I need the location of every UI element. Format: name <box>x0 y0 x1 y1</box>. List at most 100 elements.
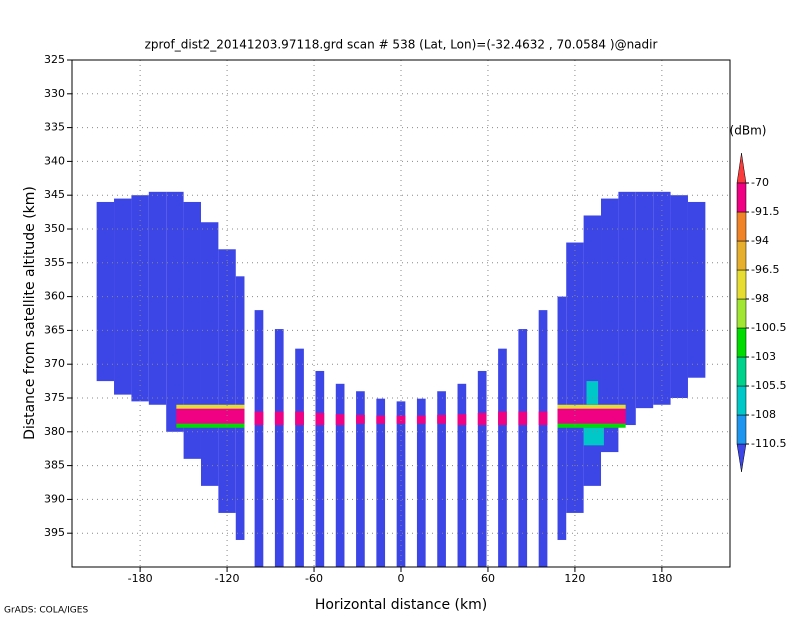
heat-cell <box>557 408 626 424</box>
x-tick-label: 0 <box>398 572 405 585</box>
colorbar-segment <box>736 269 747 300</box>
x-tick-label: 60 <box>481 572 495 585</box>
y-tick-label: 370 <box>44 357 65 370</box>
colorbar-label: -70 <box>751 176 769 189</box>
heat-cell <box>557 423 626 428</box>
footnote: GrADS: COLA/IGES <box>4 606 88 616</box>
y-tick-label: 380 <box>44 425 65 438</box>
plot-area <box>96 191 706 567</box>
heat-cell <box>653 191 671 405</box>
heat-cell <box>583 215 602 486</box>
plot-frame <box>71 59 731 568</box>
heat-cell <box>376 415 386 424</box>
y-tick-label: 385 <box>44 459 65 472</box>
colorbar-segment <box>736 385 747 416</box>
heat-cell <box>618 191 636 426</box>
heat-cell <box>274 329 284 567</box>
colorbar-segment <box>736 182 747 213</box>
y-axis-label: Distance from satellite altitude (km) <box>22 186 38 440</box>
colorbar-label: -108 <box>751 408 776 421</box>
colorbar-label: -94 <box>751 234 769 247</box>
chart-title: zprof_dist2_20141203.97118.grd scan # 53… <box>145 38 658 52</box>
heat-cell <box>396 401 406 567</box>
heat-cell <box>457 383 467 567</box>
heat-cell <box>96 201 115 382</box>
heat-cell <box>635 191 654 409</box>
heat-cell <box>416 415 426 424</box>
heat-cell <box>166 191 184 432</box>
heat-cell <box>601 198 619 453</box>
heat-cell <box>670 195 688 398</box>
heat-cell <box>218 249 236 513</box>
heat-cell <box>396 415 406 424</box>
x-tick-label: 120 <box>564 572 585 585</box>
heat-cell <box>274 411 284 426</box>
heat-cell <box>131 195 149 402</box>
y-tick-label: 325 <box>44 53 65 66</box>
heat-cell <box>518 411 528 426</box>
colorbar-segment <box>736 327 747 358</box>
colorbar-cap <box>736 443 747 473</box>
heat-cell <box>518 329 528 567</box>
heat-cell <box>437 391 446 567</box>
y-tick-label: 350 <box>44 222 65 235</box>
heat-cell <box>176 423 245 428</box>
heat-cell <box>356 414 365 424</box>
heat-cell <box>416 398 426 567</box>
colorbar-label: -96.5 <box>751 263 779 276</box>
colorbar-segment <box>736 211 747 242</box>
y-tick-label: 330 <box>44 87 65 100</box>
colorbar-label: -100.5 <box>751 321 786 334</box>
colorbar-label: (dBm) <box>730 124 767 138</box>
heat-cell <box>176 404 245 409</box>
heat-cell <box>437 414 446 424</box>
y-tick-label: 390 <box>44 492 65 505</box>
y-tick-label: 395 <box>44 526 65 539</box>
heat-cell <box>295 411 304 426</box>
heat-cell <box>335 383 345 567</box>
heat-cell <box>538 310 548 567</box>
colorbar-label: -103 <box>751 350 776 363</box>
heat-cell <box>498 411 507 426</box>
y-tick-label: 365 <box>44 323 65 336</box>
heat-cell <box>498 348 507 567</box>
heat-cell <box>176 408 245 424</box>
colorbar-segment <box>736 356 747 387</box>
heat-cell <box>583 427 604 446</box>
y-tick-label: 375 <box>44 391 65 404</box>
colorbar-cap <box>736 152 747 184</box>
y-tick-label: 335 <box>44 121 65 134</box>
heat-cell <box>295 348 304 567</box>
heat-cell <box>315 412 325 426</box>
heat-cell <box>566 242 584 513</box>
heat-cell <box>254 310 264 567</box>
colorbar-label: -98 <box>751 292 769 305</box>
heat-cell <box>586 381 599 405</box>
heat-cell <box>477 370 487 567</box>
x-tick-label: 180 <box>651 572 672 585</box>
y-tick-label: 340 <box>44 154 65 167</box>
colorbar-label: -110.5 <box>751 437 786 450</box>
y-tick-label: 360 <box>44 290 65 303</box>
colorbar-label: -91.5 <box>751 205 779 218</box>
heat-cell <box>356 391 365 567</box>
x-tick-label: -60 <box>305 572 323 585</box>
heat-cell <box>148 191 167 405</box>
colorbar-segment <box>736 298 747 329</box>
x-axis-label: Horizontal distance (km) <box>315 597 487 613</box>
x-tick-label: -180 <box>128 572 153 585</box>
y-tick-label: 355 <box>44 256 65 269</box>
colorbar-segment <box>736 414 747 445</box>
heat-cell <box>315 370 325 567</box>
x-tick-label: -120 <box>215 572 240 585</box>
heat-cell <box>457 414 467 426</box>
heat-cell <box>477 412 487 426</box>
heat-cell <box>200 222 219 486</box>
heat-cell <box>557 404 626 409</box>
heat-cell <box>254 411 264 426</box>
colorbar-segment <box>736 240 747 271</box>
heat-cell <box>538 411 548 426</box>
colorbar-label: -105.5 <box>751 379 786 392</box>
heat-cell <box>335 414 345 426</box>
